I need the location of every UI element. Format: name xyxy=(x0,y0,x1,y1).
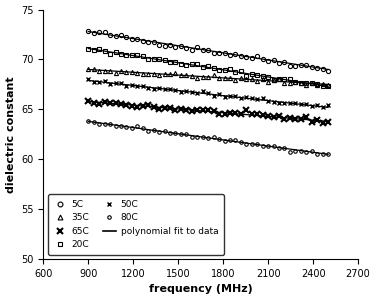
X-axis label: frequency (MHz): frequency (MHz) xyxy=(149,284,253,294)
Y-axis label: dielectric constant: dielectric constant xyxy=(6,76,15,193)
Legend: 5C, 35C, 65C, 20C, 50C, 80C, polynomial fit to data, : 5C, 35C, 65C, 20C, 50C, 80C, polynomial … xyxy=(48,194,224,255)
